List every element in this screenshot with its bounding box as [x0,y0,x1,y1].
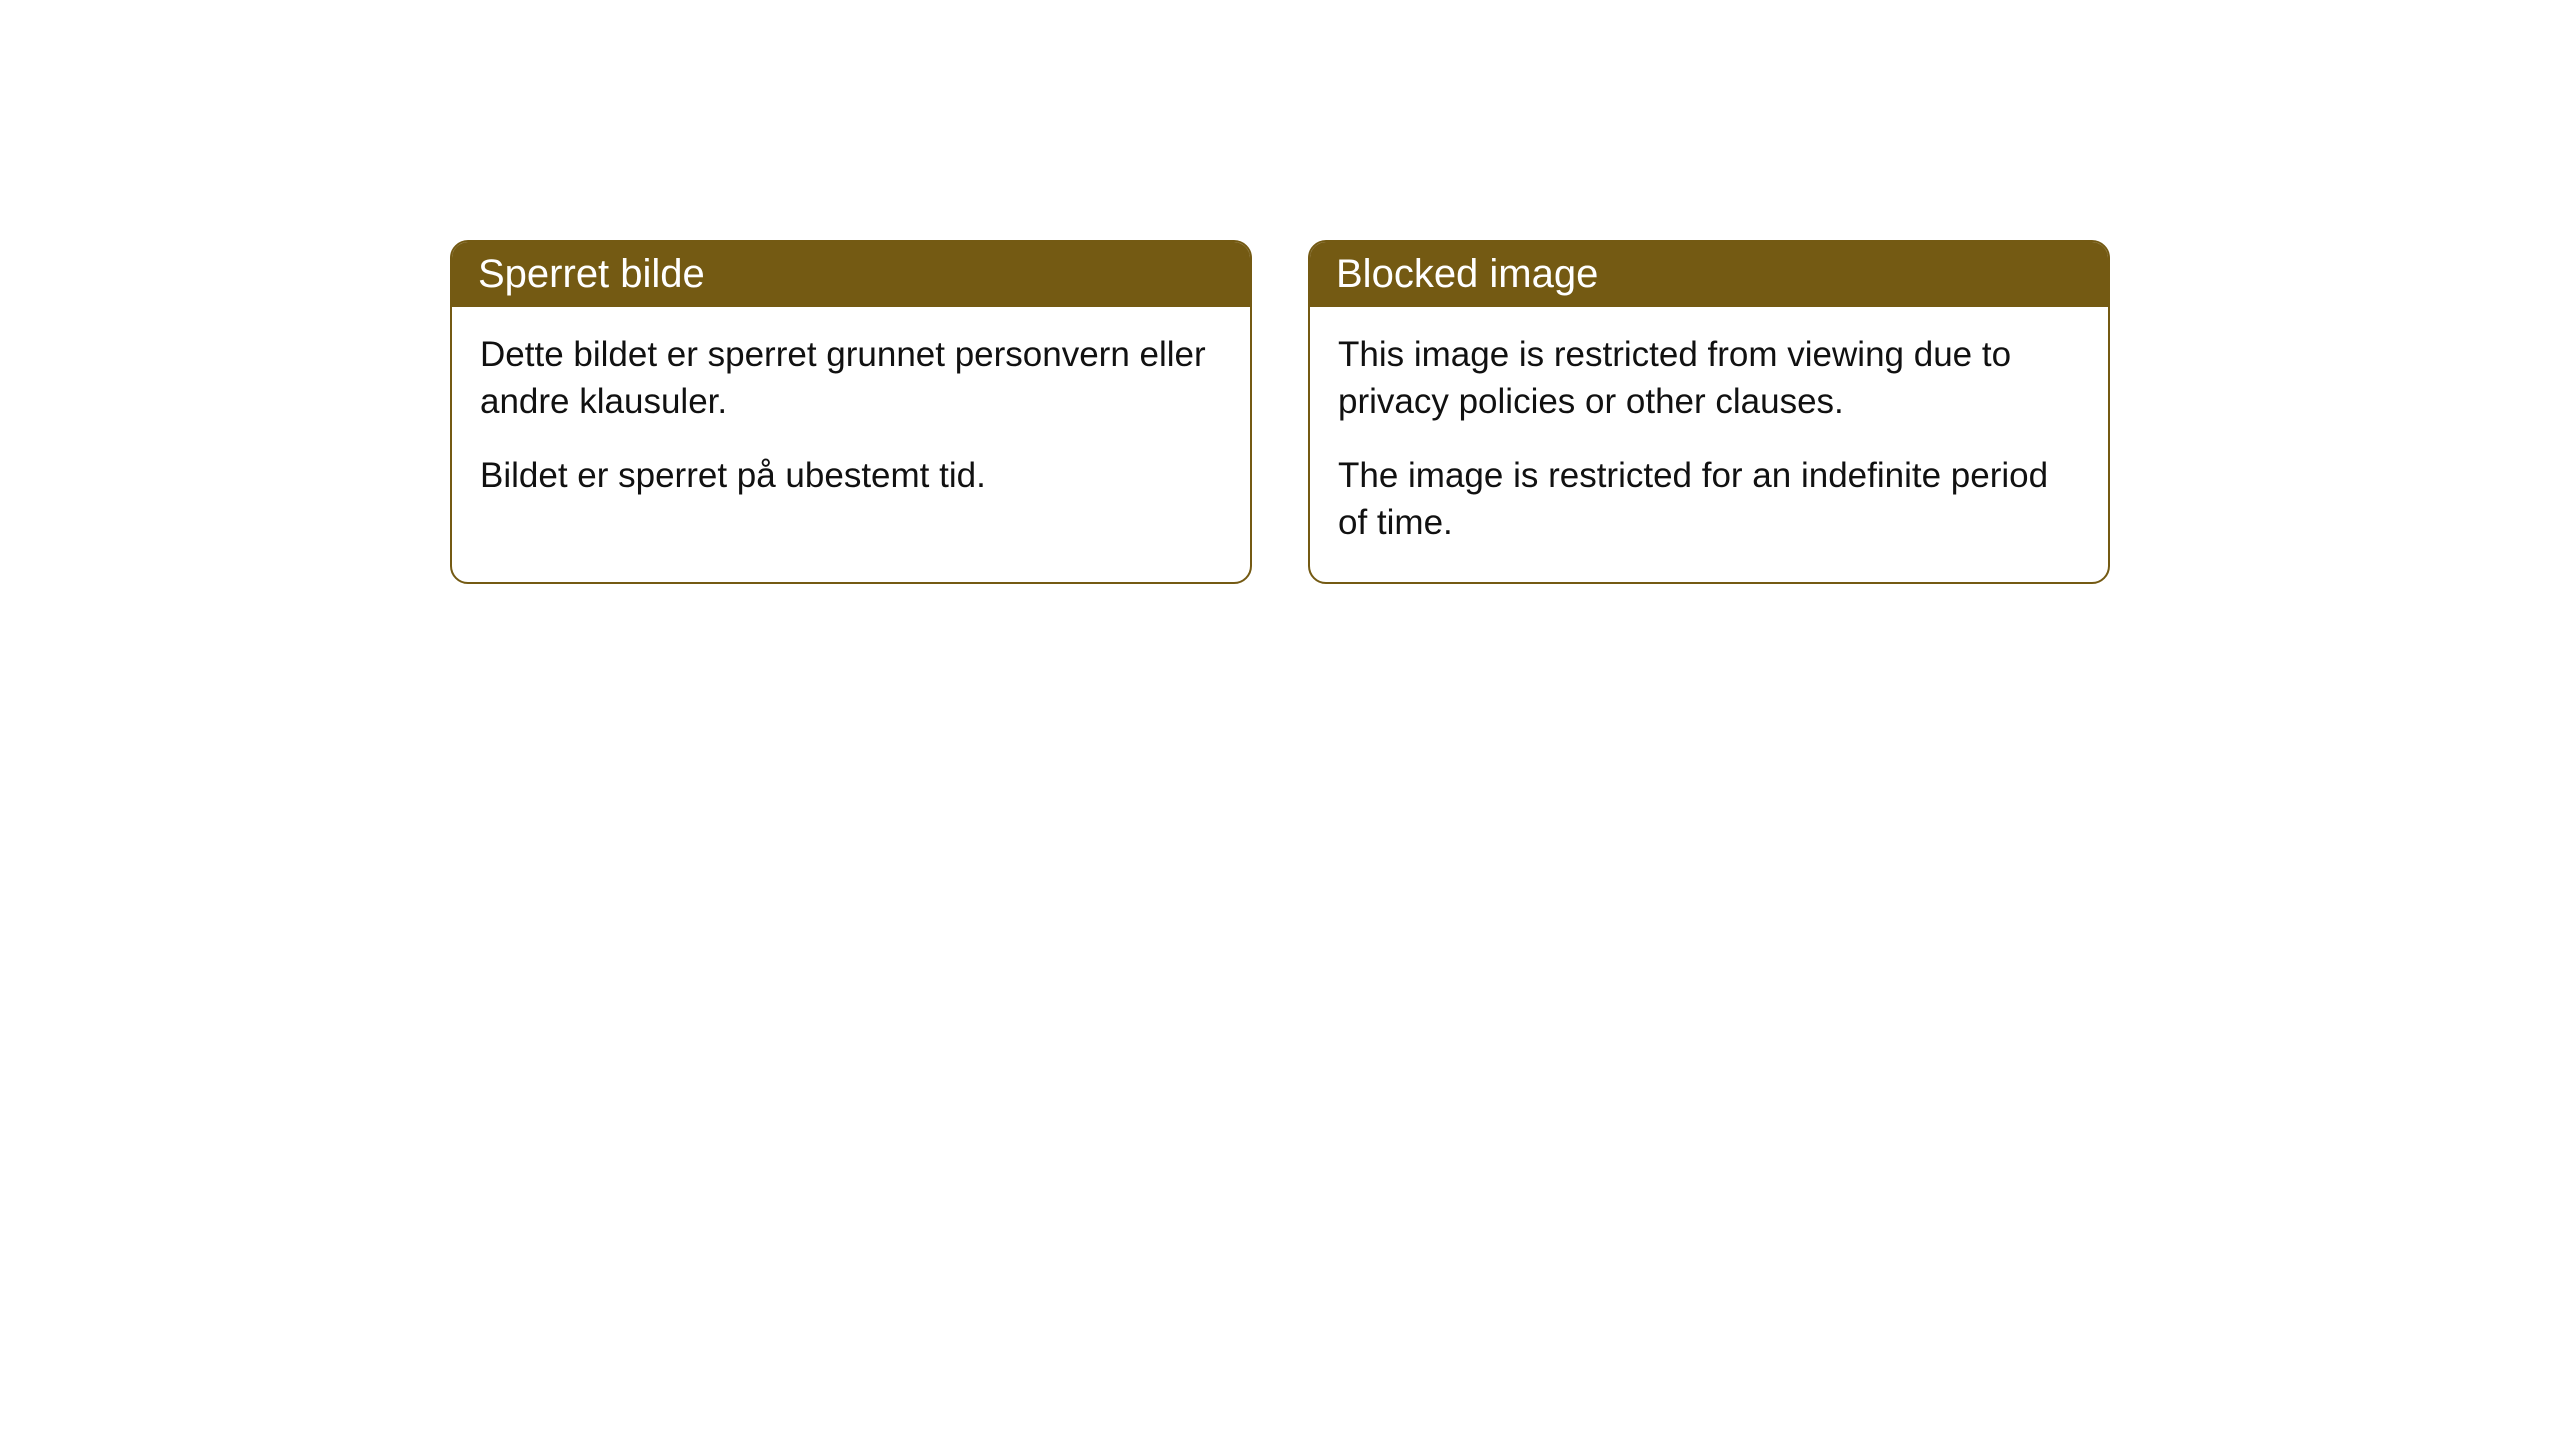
card-norwegian: Sperret bilde Dette bildet er sperret gr… [450,240,1252,584]
card-header-norwegian: Sperret bilde [452,242,1250,307]
card-header-english: Blocked image [1310,242,2108,307]
card-body-english: This image is restricted from viewing du… [1310,307,2108,582]
card-paragraph-2-norwegian: Bildet er sperret på ubestemt tid. [480,452,1222,499]
card-english: Blocked image This image is restricted f… [1308,240,2110,584]
card-body-norwegian: Dette bildet er sperret grunnet personve… [452,307,1250,535]
cards-container: Sperret bilde Dette bildet er sperret gr… [450,240,2110,584]
card-paragraph-2-english: The image is restricted for an indefinit… [1338,452,2080,547]
card-paragraph-1-english: This image is restricted from viewing du… [1338,331,2080,426]
card-paragraph-1-norwegian: Dette bildet er sperret grunnet personve… [480,331,1222,426]
card-title-english: Blocked image [1336,252,1598,296]
card-title-norwegian: Sperret bilde [478,252,705,296]
